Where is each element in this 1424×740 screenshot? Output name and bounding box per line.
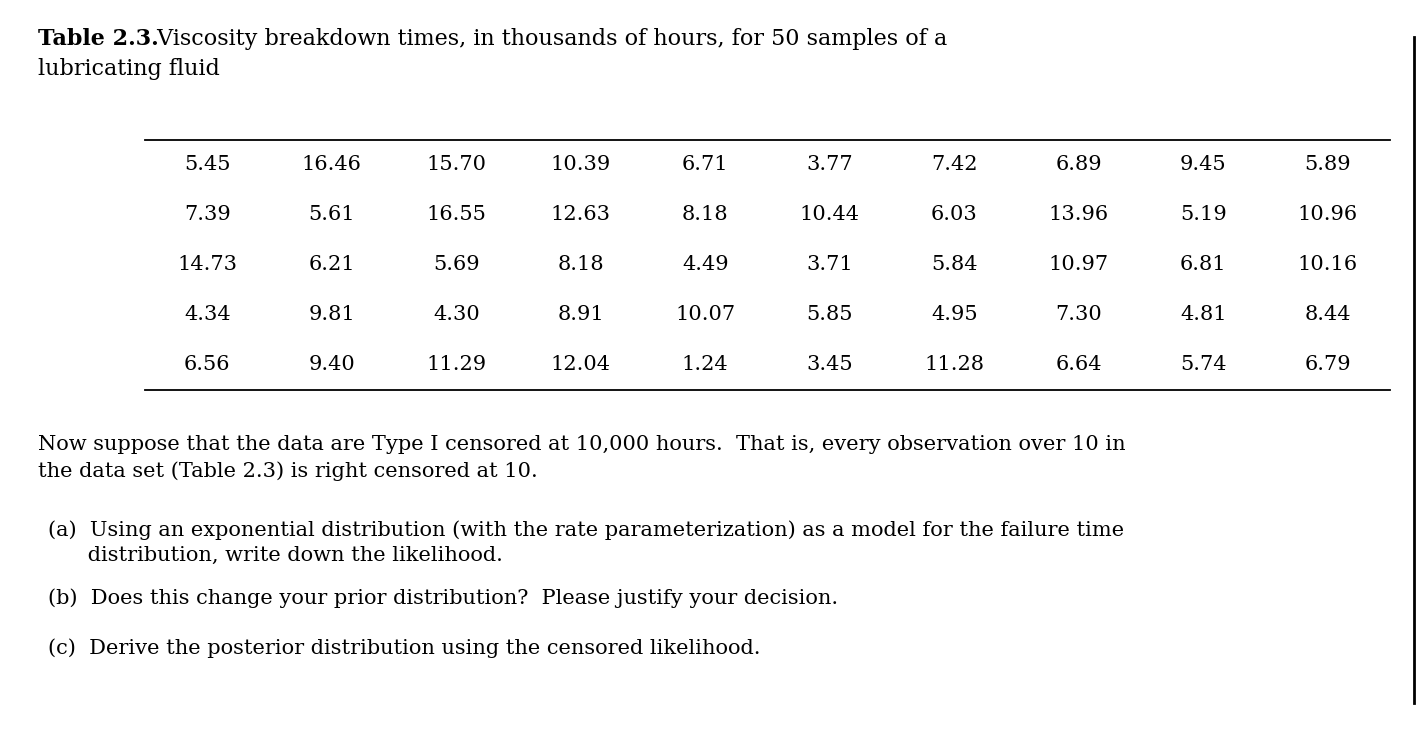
Text: 10.97: 10.97 — [1048, 255, 1109, 275]
Text: 5.61: 5.61 — [309, 206, 355, 224]
Text: 5.85: 5.85 — [806, 306, 853, 325]
Text: 4.81: 4.81 — [1180, 306, 1226, 325]
Text: 7.30: 7.30 — [1055, 306, 1102, 325]
Text: 4.49: 4.49 — [682, 255, 729, 275]
Text: the data set (Table 2.3) is right censored at 10.: the data set (Table 2.3) is right censor… — [38, 461, 538, 481]
Text: 9.45: 9.45 — [1180, 155, 1226, 175]
Text: 12.04: 12.04 — [551, 355, 611, 374]
Text: 5.89: 5.89 — [1304, 155, 1351, 175]
Text: 3.77: 3.77 — [806, 155, 853, 175]
Text: 6.71: 6.71 — [682, 155, 729, 175]
Text: distribution, write down the likelihood.: distribution, write down the likelihood. — [48, 546, 503, 565]
Text: 8.18: 8.18 — [682, 206, 729, 224]
Text: 10.39: 10.39 — [551, 155, 611, 175]
Text: 6.64: 6.64 — [1055, 355, 1102, 374]
Text: 6.21: 6.21 — [309, 255, 355, 275]
Text: (b)  Does this change your prior distribution?  Please justify your decision.: (b) Does this change your prior distribu… — [48, 588, 839, 608]
Text: lubricating fluid: lubricating fluid — [38, 58, 219, 80]
Text: 8.18: 8.18 — [557, 255, 604, 275]
Text: 7.39: 7.39 — [184, 206, 231, 224]
Text: 1.24: 1.24 — [682, 355, 729, 374]
Text: 5.69: 5.69 — [433, 255, 480, 275]
Text: 4.30: 4.30 — [433, 306, 480, 325]
Text: Viscosity breakdown times, in thousands of hours, for 50 samples of a: Viscosity breakdown times, in thousands … — [150, 28, 947, 50]
Text: (c)  Derive the posterior distribution using the censored likelihood.: (c) Derive the posterior distribution us… — [48, 638, 760, 658]
Text: 11.29: 11.29 — [426, 355, 487, 374]
Text: Now suppose that the data are Type I censored at 10,000 hours.  That is, every o: Now suppose that the data are Type I cen… — [38, 435, 1125, 454]
Text: 9.81: 9.81 — [309, 306, 355, 325]
Text: 14.73: 14.73 — [177, 255, 238, 275]
Text: 9.40: 9.40 — [309, 355, 355, 374]
Text: 5.84: 5.84 — [931, 255, 977, 275]
Text: 3.71: 3.71 — [806, 255, 853, 275]
Text: 5.19: 5.19 — [1180, 206, 1226, 224]
Text: 11.28: 11.28 — [924, 355, 984, 374]
Text: 10.96: 10.96 — [1297, 206, 1358, 224]
Text: 8.91: 8.91 — [557, 306, 604, 325]
Text: 6.79: 6.79 — [1304, 355, 1351, 374]
Text: 10.44: 10.44 — [800, 206, 860, 224]
Text: 6.89: 6.89 — [1055, 155, 1102, 175]
Text: 8.44: 8.44 — [1304, 306, 1351, 325]
Text: 13.96: 13.96 — [1048, 206, 1109, 224]
Text: (a)  Using an exponential distribution (with the rate parameterization) as a mod: (a) Using an exponential distribution (w… — [48, 520, 1124, 539]
Text: Table 2.3.: Table 2.3. — [38, 28, 158, 50]
Text: 5.74: 5.74 — [1180, 355, 1226, 374]
Text: 10.16: 10.16 — [1297, 255, 1358, 275]
Text: 7.42: 7.42 — [931, 155, 977, 175]
Text: 3.45: 3.45 — [806, 355, 853, 374]
Text: 10.07: 10.07 — [675, 306, 735, 325]
Text: 4.34: 4.34 — [184, 306, 231, 325]
Text: 16.55: 16.55 — [426, 206, 486, 224]
Text: 6.81: 6.81 — [1180, 255, 1226, 275]
Text: 6.56: 6.56 — [184, 355, 231, 374]
Text: 6.03: 6.03 — [931, 206, 978, 224]
Text: 15.70: 15.70 — [426, 155, 486, 175]
Text: 16.46: 16.46 — [302, 155, 362, 175]
Text: 5.45: 5.45 — [184, 155, 231, 175]
Text: 12.63: 12.63 — [551, 206, 611, 224]
Text: 4.95: 4.95 — [931, 306, 977, 325]
